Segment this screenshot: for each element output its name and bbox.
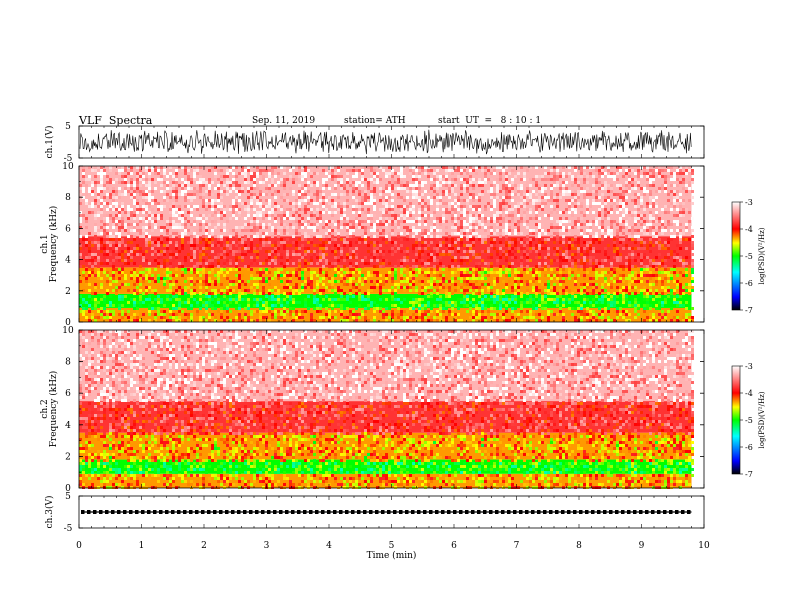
start-time-label: start UT = 8 : 10 : 1 — [438, 116, 542, 126]
ytick-label: -5 — [64, 154, 73, 164]
ytick-label: 2 — [65, 452, 71, 462]
colorbar-tick-label: -4 — [745, 389, 753, 398]
xtick-label: 9 — [639, 541, 645, 551]
ytick-label: 4 — [65, 421, 71, 431]
colorbar-1: -3 -4 -5 -6 -7 log(PSD)(V²/Hz) — [731, 198, 766, 315]
colorbar-tick-label: -7 — [745, 306, 753, 315]
xtick-label: 0 — [76, 541, 82, 551]
xtick-label: 3 — [264, 541, 270, 551]
ytick-label: 8 — [65, 358, 71, 368]
colorbar-tick-label: -7 — [745, 470, 753, 479]
ytick-label: 0 — [65, 318, 71, 328]
colorbar-label: log(PSD)(V²/Hz) — [758, 227, 766, 284]
colorbar-tick-label: -4 — [745, 225, 753, 234]
ch1-spectrogram-ylabel: ch.1 — [40, 234, 50, 253]
xtick-label: 8 — [576, 541, 582, 551]
station-label: station= ATH — [344, 116, 406, 126]
xtick-label: 10 — [698, 541, 710, 551]
ch2-spectrogram-ylabel: ch.2 — [40, 399, 50, 418]
colorbar-tick-label: -6 — [745, 279, 753, 288]
xtick-label: 4 — [326, 541, 332, 551]
ytick-label: 0 — [65, 484, 71, 494]
colorbar-tick-label: -3 — [745, 198, 753, 207]
colorbar-tick-label: -3 — [745, 362, 753, 371]
colorbar-tick-label: -5 — [745, 252, 753, 261]
colorbar-tick-label: -6 — [745, 443, 753, 452]
ytick-label: 10 — [62, 162, 74, 172]
colorbar-label: log(PSD)(V²/Hz) — [758, 391, 766, 448]
colorbar-tick-label: -5 — [745, 416, 753, 425]
ytick-label: 8 — [65, 193, 71, 203]
ytick-label: 5 — [65, 122, 71, 132]
ch1-waveform-line — [79, 129, 692, 155]
plot-layer — [79, 129, 694, 514]
x-axis-label: Time (min) — [367, 550, 417, 561]
xtick-label: 5 — [389, 541, 395, 551]
ytick-label: 10 — [62, 326, 74, 336]
ch1-spectrogram-ylabel: Frequency (kHz) — [48, 206, 59, 283]
colorbar-fill — [731, 365, 741, 475]
ytick-label: 4 — [65, 256, 71, 266]
xtick-label: 6 — [451, 541, 457, 551]
ytick-label: 2 — [65, 287, 71, 297]
date-label: Sep. 11, 2019 — [252, 116, 316, 126]
chart-title: VLF Spectra — [79, 114, 153, 127]
ytick-label: 5 — [65, 492, 71, 502]
ch2-spectrogram-ylabel: Frequency (kHz) — [48, 371, 59, 448]
colorbar-fill — [731, 201, 741, 311]
ytick-label: -5 — [64, 524, 73, 534]
xtick-label: 1 — [139, 541, 145, 551]
spectrogram-ch1 — [79, 166, 694, 322]
xtick-label: 2 — [201, 541, 207, 551]
colorbar-2: -3 -4 -5 -6 -7 log(PSD)(V²/Hz) — [731, 362, 766, 479]
spectrogram-ch2 — [79, 330, 694, 489]
ytick-label: 6 — [65, 389, 71, 399]
ch1-ylabel: ch.1(V) — [44, 126, 55, 159]
xtick-label: 7 — [514, 541, 520, 551]
ytick-label: 6 — [65, 224, 71, 234]
ch3-ylabel: ch.3(V) — [44, 496, 55, 529]
